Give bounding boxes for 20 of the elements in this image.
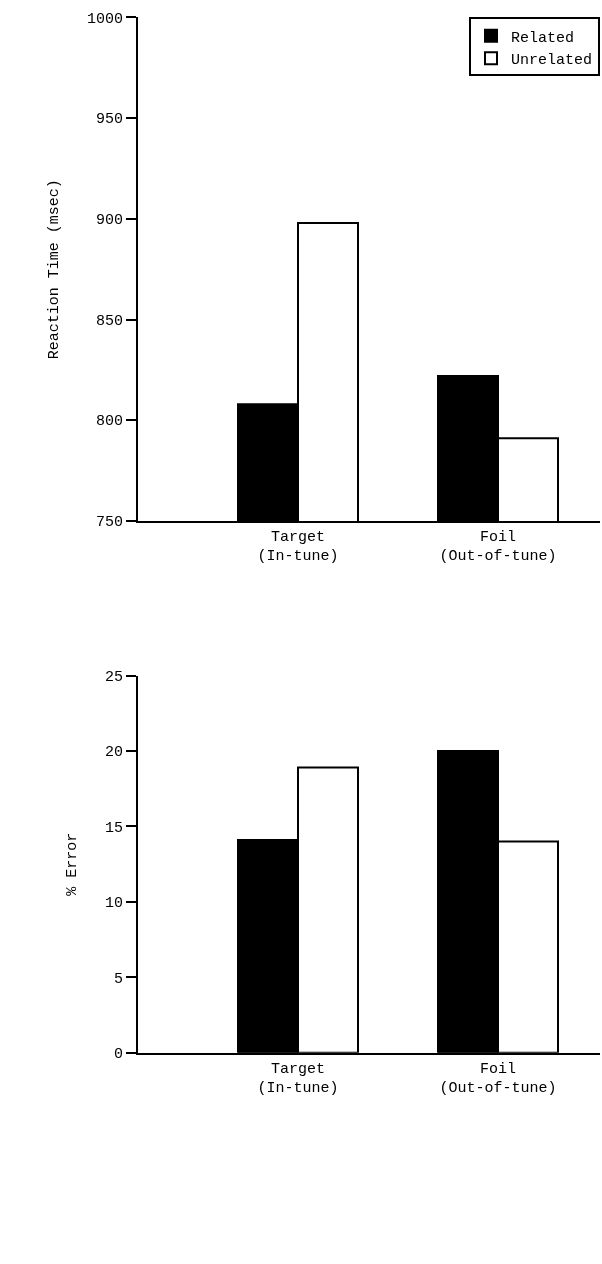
y-tick-label: 750 [95, 514, 123, 532]
x-tick-label: Foil (Out-of-tune) [439, 528, 557, 566]
y-tick-label: 15 [104, 819, 123, 837]
y-tick-label: 10 [104, 895, 123, 913]
y-tick-label: 25 [104, 668, 123, 686]
y-tick-label: 950 [95, 111, 123, 129]
y-tick-label: 0 [113, 1046, 123, 1064]
x-tick-label: Target (In-tune) [257, 528, 339, 566]
y-tick-label: 850 [95, 312, 123, 330]
legend-label: Unrelated [511, 52, 593, 70]
legend-label: Related [511, 29, 575, 47]
y-axis-title: Reaction Time (msec) [45, 179, 63, 360]
y-tick-label: 900 [95, 212, 123, 230]
y-tick-label: 5 [113, 970, 123, 988]
y-axis-title: % Error [63, 832, 81, 896]
x-tick-label: Foil (Out-of-tune) [439, 1060, 557, 1098]
y-tick-label: 1000 [86, 10, 123, 28]
y-tick-label: 800 [95, 413, 123, 431]
x-tick-label: Target (In-tune) [257, 1060, 339, 1098]
y-tick-label: 20 [104, 744, 123, 762]
